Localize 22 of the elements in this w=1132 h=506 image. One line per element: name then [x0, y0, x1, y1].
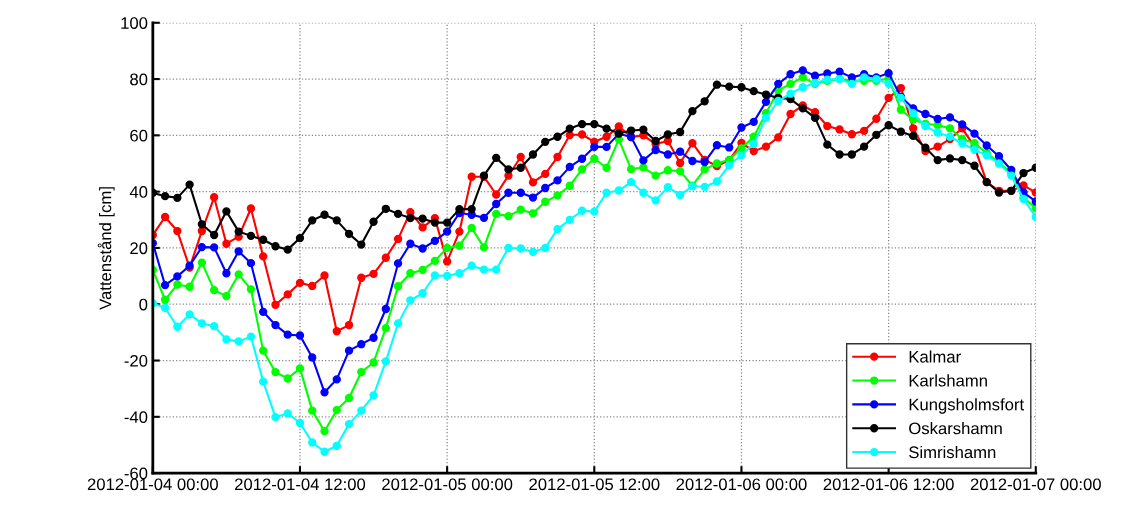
y-tick-label: -60 — [124, 467, 148, 480]
x-tick-label: 2012-01-04 00:00 — [87, 478, 218, 491]
legend-label: Simrishamn — [909, 445, 996, 459]
x-tick-label: 2012-01-05 00:00 — [382, 478, 513, 491]
x-tick-label: 2012-01-04 12:00 — [235, 478, 366, 491]
y-axis-title: Vattenstånd [cm] — [97, 187, 115, 310]
x-tick-label: 2012-01-06 00:00 — [676, 478, 807, 491]
x-tick-label: 2012-01-06 12:00 — [823, 478, 954, 491]
y-tick-label: 40 — [129, 186, 148, 198]
y-tick-label: 100 — [121, 17, 148, 29]
legend-label: Kalmar — [909, 350, 961, 363]
legend-label: Kungsholmsfort — [909, 398, 1024, 414]
y-tick-label: -20 — [124, 354, 148, 367]
x-tick-label: 2012-01-05 12:00 — [529, 478, 660, 491]
y-tick-label: 60 — [130, 129, 148, 142]
legend-label: Karlshamn — [909, 374, 987, 387]
y-tick-label: 0 — [139, 298, 148, 311]
y-tick-label: 20 — [130, 242, 148, 255]
x-tick-label: 2012-01-07 00:00 — [970, 478, 1101, 491]
legend-label: Oskarshamn — [909, 422, 1002, 435]
y-tick-label: -40 — [124, 411, 148, 424]
y-tick-label: 80 — [130, 73, 148, 86]
